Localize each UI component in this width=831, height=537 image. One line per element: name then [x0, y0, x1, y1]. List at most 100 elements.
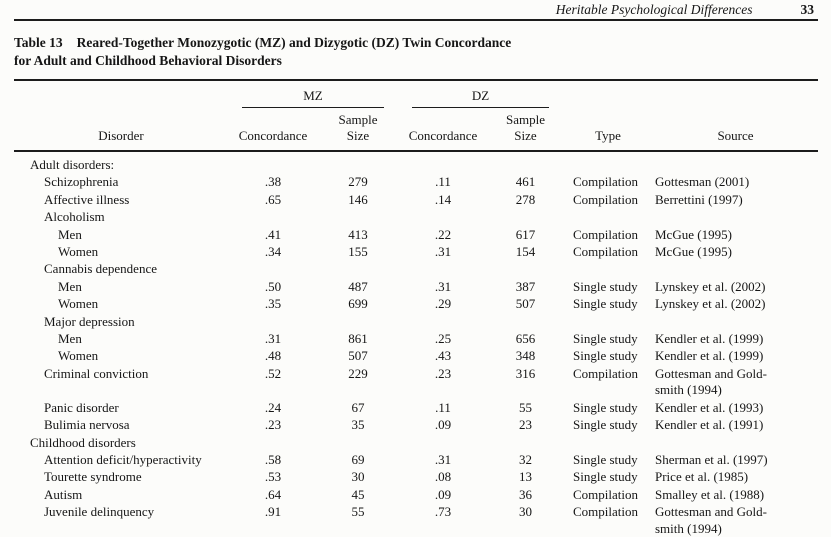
dz-sample-size-cell: 32	[519, 451, 532, 467]
source-cell: Gottesman and Gold- smith (1994)	[655, 504, 767, 536]
mz-concordance-cell: .64	[264, 486, 282, 502]
dz-concordance-cell	[398, 209, 488, 226]
mz-concordance-cell	[228, 151, 318, 174]
disorder-column-header: Disorder	[14, 108, 228, 152]
mz-concordance-cell: .23	[264, 417, 282, 433]
table-row: Autism .64 45 .09 36 Compilation Smalley et al…	[14, 486, 818, 503]
dz-sample-size-cell: 656	[515, 331, 536, 347]
dz-concordance-cell: .08	[434, 469, 452, 485]
dz-sample-size-cell: 617	[515, 226, 536, 242]
mz-sample-size-cell: 35	[351, 417, 365, 433]
dz-sample-size-cell	[488, 209, 563, 226]
type-cell: Single study	[573, 331, 638, 347]
mz-sample-size-cell: 155	[348, 244, 368, 260]
type-cell: Single study	[573, 278, 638, 294]
dz-concordance-cell: .25	[434, 331, 452, 347]
mz-concordance-cell	[228, 434, 318, 451]
dz-sample-size-cell: 55	[519, 399, 532, 415]
type-cell: Compilation	[573, 191, 638, 207]
mz-concordance-cell: .53	[264, 469, 282, 485]
disorder-cell: Panic disorder	[44, 399, 119, 415]
type-cell: Compilation	[573, 226, 638, 242]
dz-group-label: DZ	[412, 88, 549, 108]
disorder-cell: Men	[58, 226, 82, 242]
dz-sample-size-cell: 30	[519, 504, 532, 520]
disorder-cell: Autism	[44, 486, 83, 502]
table-row: Attention deficit/hyperactivity .58 69 .31 3…	[14, 451, 818, 468]
disorder-cell: Men	[58, 278, 82, 294]
mz-sample-size-cell: 487	[348, 278, 368, 294]
dz-sample-size-cell: 23	[519, 417, 532, 433]
type-cell	[563, 151, 653, 174]
type-column-header: Type	[563, 108, 653, 152]
table-row: Criminal conviction .52 229 .23 316 Compilati…	[14, 365, 818, 399]
top-rule-divider	[14, 19, 818, 21]
table-body: Adult disorders: Schizophrenia .38 279 .11 46…	[14, 151, 818, 537]
dz-sample-size-cell: 36	[519, 486, 532, 502]
table-caption-label: Table 13	[14, 35, 63, 50]
table-row: Women .48 507 .43 348 Single study Kendler et …	[14, 348, 818, 365]
dz-group-header: DZ	[398, 80, 563, 108]
mz-concordance-cell: .38	[264, 174, 282, 190]
source-cell	[653, 151, 818, 174]
source-cell: McGue (1995)	[655, 244, 732, 260]
source-cell: McGue (1995)	[655, 226, 732, 242]
section-row: Adult disorders:	[14, 151, 818, 174]
mz-sample-size-cell: 279	[348, 174, 368, 190]
dz-concordance-cell	[398, 151, 488, 174]
dz-sample-size-cell: 278	[515, 191, 536, 207]
dz-sample-size-cell: 461	[515, 174, 536, 190]
mz-sample-size-cell	[318, 434, 398, 451]
dz-sample-size-cell: 13	[519, 469, 532, 485]
mz-concordance-cell	[228, 313, 318, 330]
mz-concordance-cell: .31	[264, 331, 282, 347]
type-cell: Compilation	[573, 174, 638, 190]
table-row: Tourette syndrome .53 30 .08 13 Single study P…	[14, 469, 818, 486]
dz-sample-size-cell: 387	[515, 278, 536, 294]
mz-sample-size-cell	[318, 209, 398, 226]
mz-sample-size-cell: 146	[348, 191, 368, 207]
dz-concordance-cell: .31	[434, 278, 452, 294]
mz-sample-size-cell	[318, 313, 398, 330]
disorder-cell: Affective illness	[44, 191, 130, 207]
mz-concordance-cell: .50	[264, 278, 282, 294]
mz-sample-size-cell: 507	[348, 348, 368, 364]
type-cell: Single study	[573, 451, 638, 467]
dz-sample-size-cell	[488, 261, 563, 278]
source-cell: Sherman et al. (1997)	[655, 451, 768, 467]
type-cell: Compilation	[573, 365, 638, 381]
mz-sample-size-cell: 413	[348, 226, 368, 242]
mz-concordance-cell: .65	[264, 191, 282, 207]
table-row: Men .41 413 .22 617 Compilation McGue (1995)	[14, 226, 818, 243]
disorder-cell: Adult disorders:	[30, 157, 115, 172]
type-cell	[563, 261, 653, 278]
source-cell: Kendler et al. (1999)	[655, 331, 764, 347]
source-cell: Kendler et al. (1993)	[655, 399, 764, 415]
table-row: Bulimia nervosa .23 35 .09 23 Single study Ken…	[14, 417, 818, 434]
disorder-cell: Women	[58, 244, 99, 260]
table-row: Panic disorder .24 67 .11 55 Single study Kend…	[14, 399, 818, 416]
source-cell: Price et al. (1985)	[655, 469, 749, 485]
section-row: Childhood disorders	[14, 434, 818, 451]
section-row: Alcoholism	[14, 209, 818, 226]
source-cell	[653, 434, 818, 451]
disorder-cell: Men	[58, 331, 82, 347]
dz-concordance-cell: .29	[434, 296, 452, 312]
mz-group-header: MZ	[228, 80, 398, 108]
mz-sample-size-cell	[318, 261, 398, 278]
dz-sample-size-cell: 154	[515, 244, 536, 260]
dz-sample-size-cell: 348	[515, 348, 536, 364]
dz-concordance-cell: .09	[434, 486, 452, 502]
running-header-title: Heritable Psychological Differences	[555, 2, 753, 17]
source-cell: Berrettini (1997)	[655, 191, 743, 207]
dz-concordance-cell	[398, 434, 488, 451]
mz-sample-size-cell: 67	[351, 399, 365, 415]
table-row: Women .34 155 .31 154 Compilation McGue (1995)	[14, 244, 818, 261]
disorder-cell: Major depression	[44, 313, 135, 329]
section-row: Major depression	[14, 313, 818, 330]
mz-sample-size-cell: 229	[348, 365, 368, 381]
concordance-table: MZ DZ Disorder Concordance Sample Size C…	[14, 79, 818, 537]
mz-concordance-cell: .24	[264, 399, 282, 415]
dz-concordance-cell: .09	[434, 417, 452, 433]
